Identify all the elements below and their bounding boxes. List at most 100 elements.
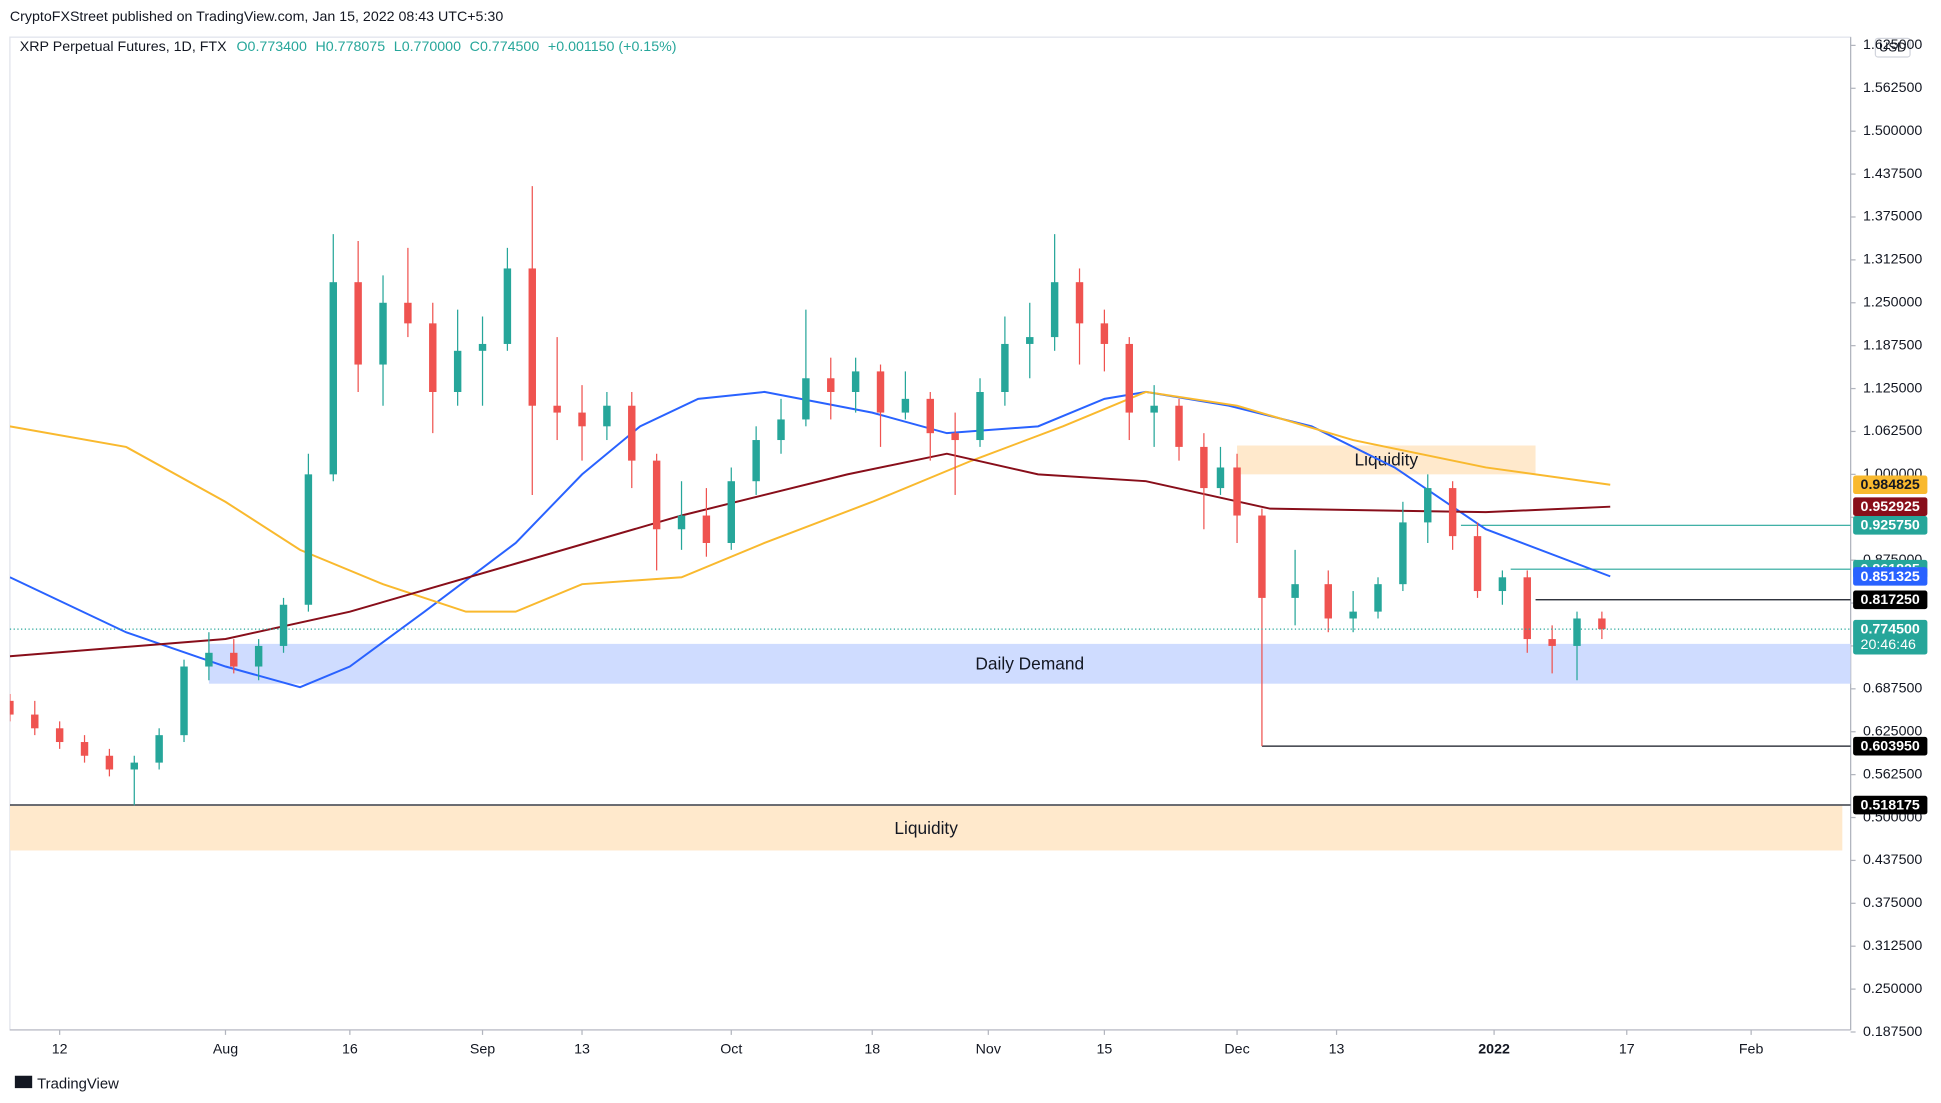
y-tick-label: 1.500000 — [1863, 123, 1922, 139]
candle-body — [478, 343, 487, 351]
y-tick-label: 1.125000 — [1863, 380, 1922, 396]
candle-body — [279, 604, 288, 646]
candle-body — [354, 282, 362, 365]
ohlc-value: H0.778075 — [316, 39, 386, 55]
candle-body — [130, 762, 138, 770]
price-label: 0.603950 — [1861, 739, 1920, 755]
publisher: CryptoFXStreet published on TradingView.… — [10, 9, 503, 25]
candle-body — [976, 391, 984, 441]
plot-frame — [9, 36, 1852, 1031]
candle-body — [702, 515, 711, 543]
candle-body — [1324, 584, 1332, 619]
candle-body — [503, 268, 512, 344]
candle-body — [901, 398, 910, 413]
x-tick-label: Sep — [470, 1042, 495, 1058]
x-tick-label: 12 — [52, 1042, 68, 1058]
candle-body — [1473, 536, 1482, 592]
y-tick-label: 0.312500 — [1863, 938, 1922, 954]
candle-body — [1175, 405, 1183, 447]
candle-body — [80, 742, 89, 756]
candle-body — [876, 371, 885, 413]
candle-body — [31, 714, 39, 729]
moving-average — [9, 390, 1611, 689]
currency: USD — [1879, 40, 1906, 55]
y-tick-label: 0.687500 — [1863, 681, 1922, 697]
x-tick-label: Nov — [976, 1042, 1002, 1058]
ohlc-value: O0.773400 — [237, 39, 307, 55]
zone — [9, 805, 1843, 851]
brand-logo — [14, 1075, 33, 1089]
candle-body — [1424, 488, 1432, 523]
y-tick-label: 1.187500 — [1863, 337, 1922, 353]
moving-average — [9, 452, 1611, 658]
candle-body — [553, 405, 561, 413]
candle-body — [1598, 618, 1606, 630]
x-tick-label: 13 — [574, 1042, 590, 1058]
price-label: 0.851325 — [1861, 569, 1920, 585]
candle-body — [727, 481, 735, 543]
candle-body — [205, 652, 213, 667]
candle-body — [802, 378, 810, 420]
candle-body — [379, 302, 387, 365]
candle-body — [105, 755, 114, 770]
candle-body — [1258, 515, 1266, 598]
x-tick-label: 17 — [1619, 1042, 1635, 1058]
candle-body — [603, 405, 611, 427]
ohlc-value: L0.770000 — [394, 39, 461, 55]
candle-body — [628, 405, 636, 461]
brand: TradingView — [37, 1076, 119, 1092]
price-label-box — [1853, 567, 1928, 586]
price-label-box — [1853, 516, 1928, 535]
price-label-box — [1853, 736, 1928, 756]
x-tick-label: Oct — [720, 1042, 742, 1058]
candle-body — [752, 440, 760, 482]
candle-body — [254, 645, 263, 667]
candle-body — [1150, 405, 1158, 413]
y-tick-label: 1.312500 — [1863, 252, 1922, 268]
price-label: 0.952925 — [1861, 499, 1920, 515]
candle-body — [1448, 488, 1457, 537]
x-tick-label: 18 — [864, 1042, 880, 1058]
candle-body — [55, 728, 64, 743]
candle-body — [1399, 522, 1407, 585]
candle-body — [851, 371, 860, 392]
y-tick-label: 1.250000 — [1863, 295, 1922, 311]
x-tick-label: Feb — [1739, 1042, 1764, 1058]
candle-body — [1523, 577, 1531, 640]
candle-body — [1349, 611, 1357, 619]
candle-body — [1573, 618, 1581, 646]
moving-average — [9, 390, 1611, 613]
countdown: 20:46:46 — [1861, 637, 1916, 653]
zone-label: Daily Demand — [975, 654, 1084, 674]
candle-body — [1216, 467, 1225, 489]
legend: XRP Perpetual Futures, 1D, FTX O0.773400… — [20, 39, 677, 55]
candle-body — [180, 666, 188, 736]
ohlc-value: +0.001150 (+0.15%) — [548, 39, 677, 55]
candle-body — [777, 419, 785, 441]
symbol: XRP Perpetual Futures, 1D, FTX — [20, 39, 227, 55]
y-tick-label: 1.562500 — [1863, 80, 1922, 96]
candle-body — [652, 460, 661, 530]
zone-label: Liquidity — [894, 818, 958, 838]
x-tick-label: 13 — [1329, 1042, 1345, 1058]
x-tick-label: Aug — [213, 1042, 238, 1058]
price-label-box — [1853, 619, 1928, 655]
price-label-box — [1853, 795, 1928, 815]
price-label: 0.984825 — [1861, 477, 1920, 493]
candle-body — [926, 398, 934, 434]
candle-body — [155, 735, 163, 763]
y-tick-label: 0.250000 — [1863, 981, 1922, 997]
candle-body — [1001, 343, 1009, 392]
candle-body — [1100, 323, 1109, 344]
candle-body — [9, 700, 14, 715]
x-tick-label: 2022 — [1478, 1042, 1510, 1058]
price-label: 0.817250 — [1861, 592, 1920, 608]
candle-body — [1233, 467, 1241, 516]
candle-body — [578, 412, 586, 427]
candle-body — [951, 433, 959, 441]
candle-body — [329, 282, 337, 475]
candle-body — [1125, 343, 1133, 413]
candle-body — [304, 474, 313, 605]
